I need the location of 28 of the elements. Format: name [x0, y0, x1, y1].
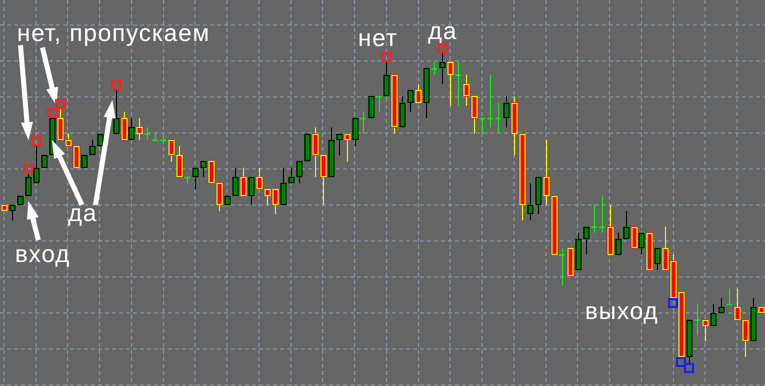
annotation: вход	[15, 241, 70, 268]
candlestick	[200, 161, 206, 178]
candlestick	[168, 139, 174, 162]
candlestick	[408, 90, 414, 112]
text: да	[428, 18, 458, 45]
candlestick	[208, 161, 214, 184]
text: нет, пропускаем	[17, 20, 210, 47]
candlestick	[136, 118, 142, 140]
candlestick	[128, 118, 134, 140]
text: нет	[358, 25, 398, 52]
candlestick	[416, 84, 422, 104]
candlestick	[384, 62, 390, 97]
candlestick	[17, 195, 24, 206]
candlestick	[702, 319, 708, 342]
candlestick	[654, 248, 660, 270]
annotation: выход	[585, 298, 659, 325]
candlestick	[662, 226, 668, 270]
candlestick	[710, 304, 716, 326]
candlestick	[638, 232, 644, 255]
candlestick	[447, 62, 454, 106]
annotation: да	[68, 200, 98, 227]
candlestick	[192, 167, 198, 190]
candlestick	[439, 52, 446, 84]
candlestick	[558, 248, 565, 286]
candlestick	[431, 62, 438, 76]
candlestick	[630, 226, 638, 249]
candlestick	[176, 146, 182, 178]
candlestick	[224, 195, 230, 206]
